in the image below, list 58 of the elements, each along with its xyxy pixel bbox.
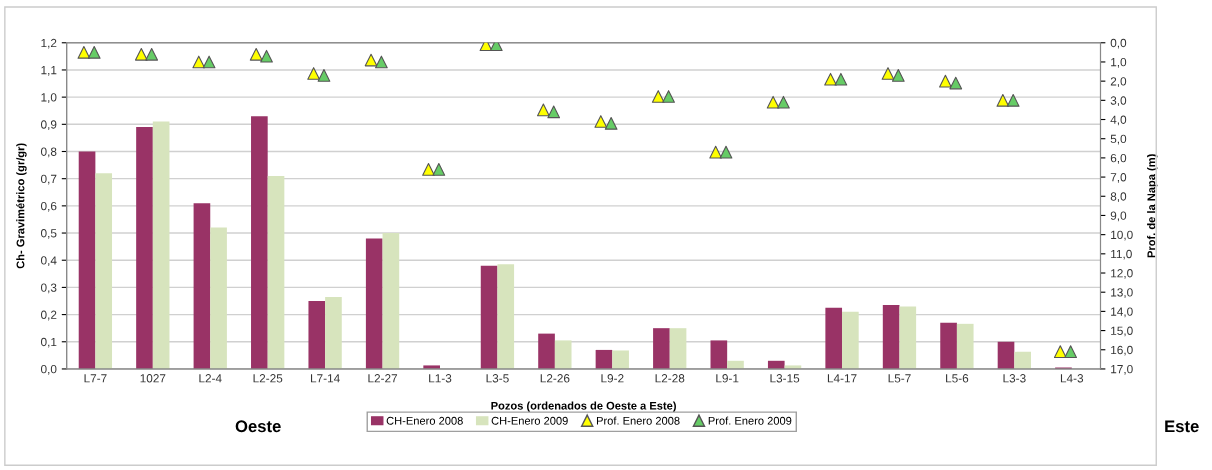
- y-tick-label: 0,0: [40, 364, 57, 375]
- x-tick-label: L2-28: [655, 374, 685, 383]
- x-tick-label: L3-15: [770, 374, 800, 383]
- y2-tick-label: 16,0: [1111, 345, 1133, 356]
- x-tick-label: L3-3: [1003, 374, 1026, 383]
- y2-tick-label: 8,0: [1110, 192, 1127, 203]
- y2-tick-label: 7,0: [1110, 173, 1127, 183]
- y2-tick-label: 13,0: [1111, 288, 1133, 298]
- y-tick-label: 0,2: [40, 310, 57, 321]
- y2-tick-label: 5,0: [1110, 134, 1127, 145]
- legend-label: Prof. Enero 2009: [708, 416, 792, 425]
- y-tick-label: 0,4: [40, 256, 57, 267]
- y-tick-label: 1,0: [41, 93, 57, 103]
- y-tick-label: 1,2: [41, 38, 57, 49]
- y-axis-title: Ch- Gravimétrico (gr/gr): [16, 143, 27, 269]
- legend-label: Prof. Enero 2008: [596, 416, 680, 425]
- y2-tick-label: 6,0: [1110, 153, 1127, 164]
- x-tick-label: L1-3: [429, 374, 452, 383]
- legend-label: CH-Enero 2008: [386, 416, 463, 425]
- y2-tick-label: 11,0: [1111, 249, 1132, 260]
- x-tick-label: L9-2: [601, 374, 624, 383]
- y2-tick-label: 12,0: [1111, 269, 1133, 279]
- y-tick-label: 0,5: [40, 229, 57, 239]
- y2-tick-label: 10,0: [1111, 230, 1133, 241]
- y2-tick-label: 3,0: [1110, 96, 1127, 107]
- y-tick-label: 0,8: [40, 147, 57, 158]
- y2-tick-label: 2,0: [1110, 77, 1127, 87]
- x-tick-label: L2-27: [368, 374, 398, 383]
- y-tick-label: 0,9: [40, 120, 57, 131]
- y-tick-label: 0,1: [40, 337, 57, 348]
- y2-tick-label: 4,0: [1110, 115, 1127, 126]
- x-tick-label: L7-14: [310, 374, 340, 383]
- y2-axis-title: Prof. de la Napa (m): [1147, 154, 1158, 258]
- x-tick-label: L7-7: [84, 374, 107, 383]
- y2-tick-label: 9,0: [1110, 211, 1127, 222]
- y2-tick-label: 17,0: [1111, 364, 1133, 375]
- x-tick-label: L2-25: [253, 374, 283, 383]
- y2-tick-label: 14,0: [1111, 307, 1133, 318]
- y-tick-label: 0,6: [40, 201, 57, 212]
- x-tick-label: L3-5: [486, 374, 509, 383]
- y-tick-label: 0,3: [40, 283, 57, 294]
- text: Oeste: [235, 420, 281, 433]
- x-tick-label: L4-17: [827, 374, 857, 383]
- y2-tick-label: 15,0: [1111, 326, 1133, 337]
- x-tick-label: L5-7: [888, 374, 911, 383]
- text: Este: [1165, 420, 1199, 433]
- x-axis-title: Pozos (ordenados de Oeste a Este): [491, 401, 676, 412]
- y-tick-label: 0,7: [40, 174, 57, 185]
- x-tick-label: 1027: [140, 374, 166, 383]
- y-tick-label: 1,1: [41, 66, 57, 76]
- x-tick-label: L9-1: [716, 374, 739, 383]
- x-tick-label: L2-26: [540, 374, 570, 383]
- x-tick-label: L2-4: [199, 374, 222, 383]
- y2-tick-label: 1,0: [1111, 57, 1127, 68]
- legend-label: CH-Enero 2009: [491, 416, 568, 425]
- x-tick-label: L4-3: [1060, 374, 1084, 383]
- y2-tick-label: 0,0: [1110, 38, 1127, 49]
- x-tick-label: L5-6: [946, 374, 969, 383]
